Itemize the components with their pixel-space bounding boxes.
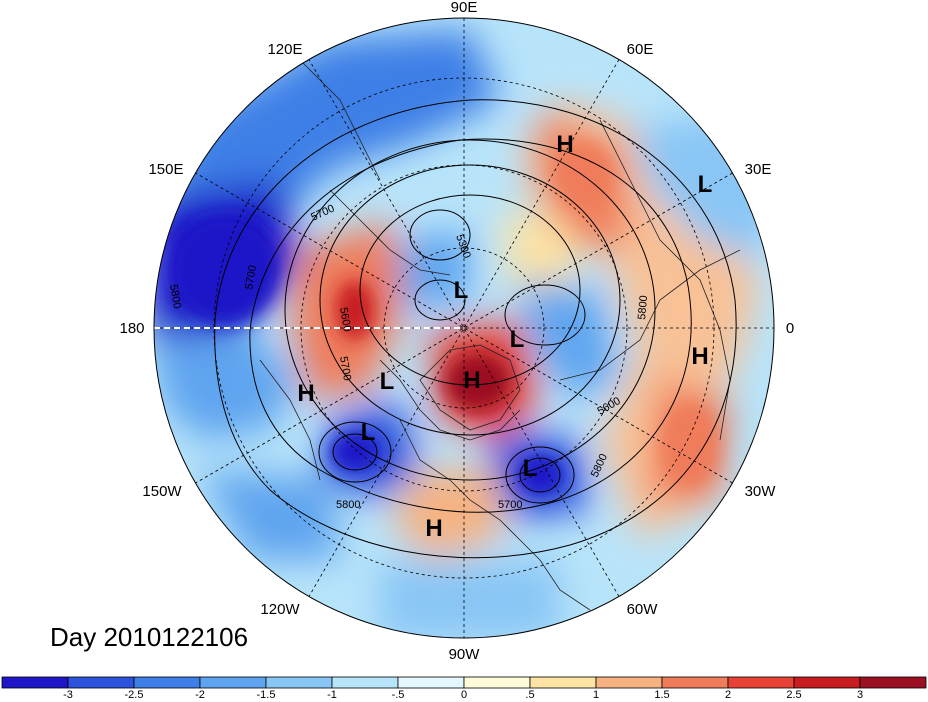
low-center-marker: L (454, 277, 469, 304)
colorbar-tick-label: 3 (857, 689, 863, 701)
colorbar-tick-label: 0 (461, 689, 467, 701)
lon-label-120e: 120E (267, 41, 302, 58)
low-center-marker: L (510, 326, 525, 353)
anomaly-colorbar: -3 -2.5 -2 -1.5 -1 -.5 0 .5 1 1.5 2 2.5 3 (1, 676, 927, 701)
low-center-marker: L (361, 419, 376, 446)
longitude-labels: 90E 60E 30E 0 30W 60W 90W 120W 150W 180 … (119, 0, 794, 663)
high-center-marker: H (463, 367, 480, 394)
lon-label-90w: 90W (449, 646, 481, 663)
lon-label-90e: 90E (451, 0, 478, 16)
pressure-centers: H L L L H H L H L L H (297, 131, 712, 542)
colorbar-tick-label: 1 (593, 689, 599, 701)
lon-label-30e: 30E (745, 161, 772, 178)
colorbar-swatch (661, 676, 729, 689)
lon-label-120w: 120W (260, 601, 300, 618)
colorbar-swatch (397, 676, 465, 689)
colorbar-swatch (1, 676, 69, 689)
low-center-marker: L (523, 455, 538, 482)
colorbar-swatch (199, 676, 267, 689)
high-center-marker: H (425, 515, 442, 542)
lon-label-60e: 60E (627, 41, 654, 58)
low-center-marker: L (698, 171, 713, 198)
colorbar-swatch (859, 676, 927, 689)
globe-outline (153, 17, 775, 639)
contour-label: 5700 (243, 264, 259, 290)
lon-label-180: 180 (119, 320, 144, 337)
contour-label: 5700 (337, 355, 353, 381)
colorbar-tick-label: -.5 (392, 689, 405, 701)
colorbar-tick-label: 1.5 (654, 689, 669, 701)
colorbar-swatch (793, 676, 861, 689)
day-label: Day 2010122106 (50, 622, 248, 652)
colorbar-swatch (133, 676, 201, 689)
colorbar-swatch (463, 676, 531, 689)
colorbar-tick-label: -2.5 (125, 689, 144, 701)
colorbar-swatch (595, 676, 663, 689)
high-center-marker: H (556, 131, 573, 158)
lon-label-150w: 150W (142, 483, 182, 500)
colorbar-swatch (331, 676, 399, 689)
colorbar-tick-label: -1 (327, 689, 337, 701)
low-center-marker: L (380, 368, 395, 395)
coastlines (259, 59, 741, 611)
colorbar-swatch (727, 676, 795, 689)
colorbar-tick-label: -2 (195, 689, 205, 701)
colorbar-tick-label: 2.5 (786, 689, 801, 701)
height-contours (214, 99, 737, 559)
colorbar-swatch (67, 676, 135, 689)
lon-label-60w: 60W (627, 601, 659, 618)
lon-label-0: 0 (786, 320, 794, 337)
colorbar-swatch (529, 676, 597, 689)
colorbar-tick-label: 2 (725, 689, 731, 701)
lon-label-30w: 30W (745, 483, 777, 500)
high-center-marker: H (691, 343, 708, 370)
contour-label: 5800 (167, 283, 183, 309)
colorbar-tick-label: -3 (63, 689, 73, 701)
contour-label: 5800 (336, 499, 360, 511)
contour-label: 5700 (498, 499, 522, 511)
lon-label-150e: 150E (148, 161, 183, 178)
high-center-marker: H (297, 380, 314, 407)
contour-label: 5800 (636, 295, 650, 320)
colorbar-tick-label: .5 (525, 689, 534, 701)
colorbar-tick-label: -1.5 (257, 689, 276, 701)
colorbar-swatch (265, 676, 333, 689)
contour-label: 5600 (337, 306, 353, 332)
